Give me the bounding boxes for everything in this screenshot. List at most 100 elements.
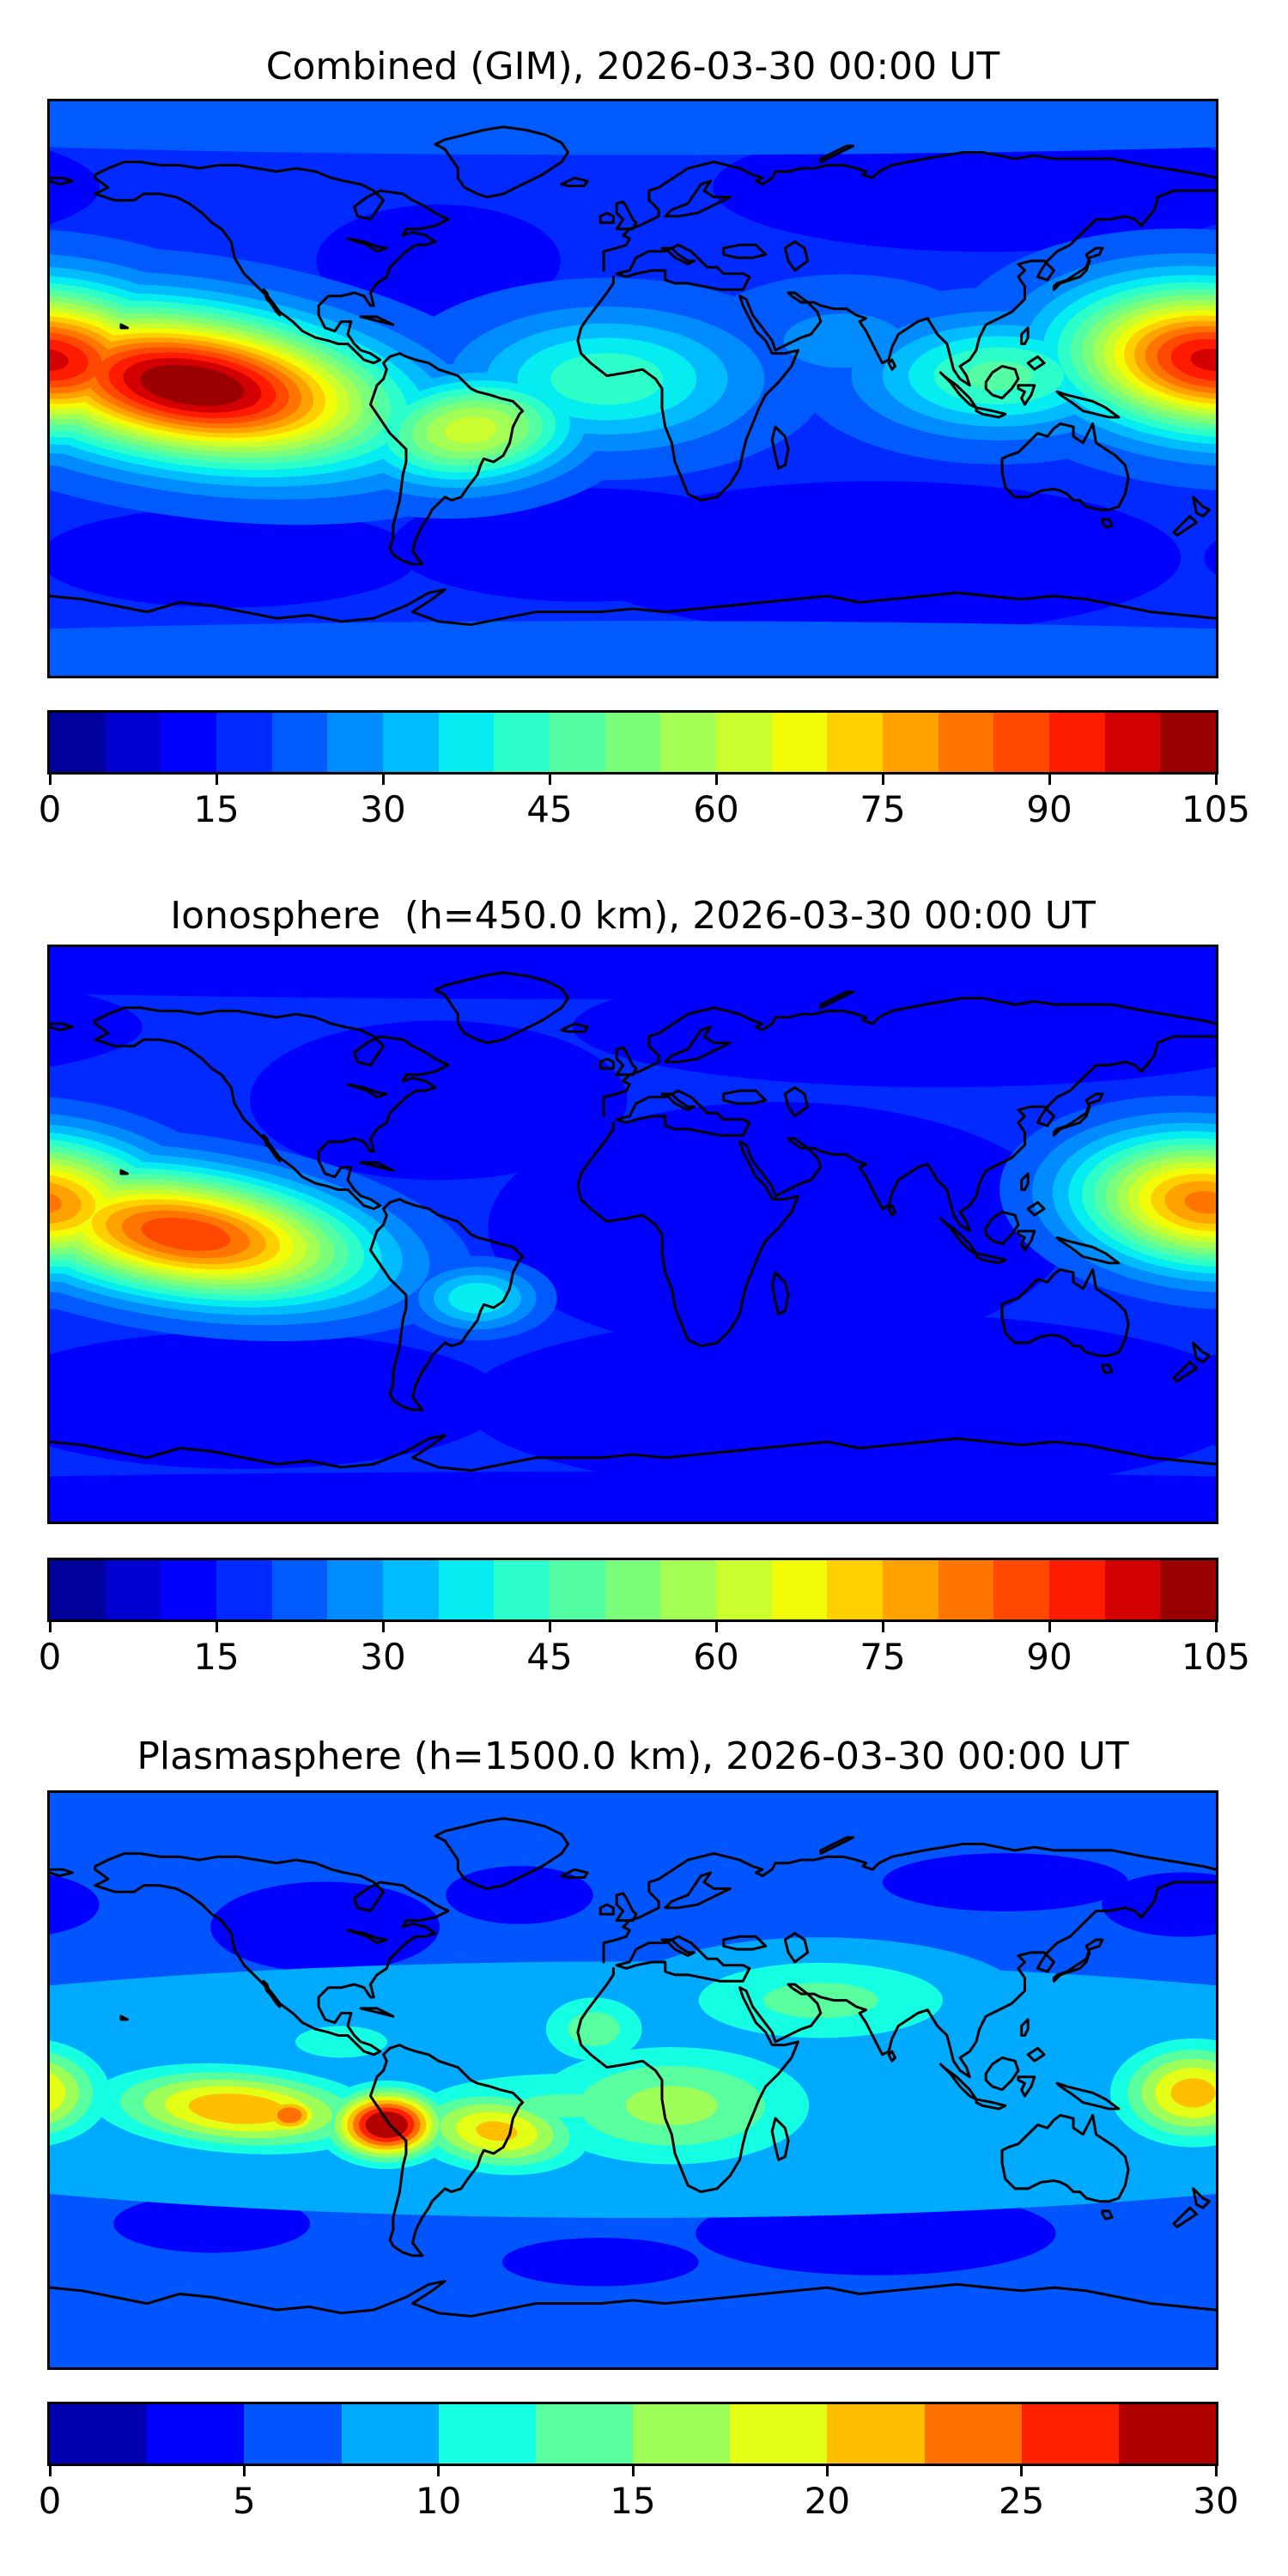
contour-band [743, 101, 1216, 148]
colorbar-tick-label: 60 [693, 788, 739, 830]
colorbar-segment [105, 1560, 161, 1619]
colorbar-segment [605, 1560, 661, 1619]
coastline-path [262, 1979, 282, 2008]
contour-band [188, 2093, 287, 2124]
colorbar-segment [438, 2404, 536, 2464]
colorbar-segment [1049, 1560, 1105, 1619]
coastline-path [664, 1871, 732, 1910]
contour-band [50, 338, 88, 381]
coastline-path [359, 1161, 395, 1172]
colorbar-segment [938, 713, 994, 772]
contour-band [392, 488, 777, 602]
coastline-path [1172, 2206, 1198, 2228]
coastlines [50, 125, 1216, 627]
colorbar-tick-label: 5 [232, 2480, 256, 2522]
colorbar-segment [161, 1560, 217, 1619]
contour-band [476, 2121, 518, 2142]
coastline-path [598, 211, 615, 224]
contour-band [50, 2072, 66, 2113]
colorbar-segment [660, 713, 717, 772]
contour-band [50, 507, 418, 608]
colorbar-segment [1160, 1560, 1217, 1619]
colorbar-tick-label: 30 [1193, 2480, 1239, 2522]
coastline-path [984, 364, 1020, 400]
colorbar-tick [48, 1622, 52, 1632]
coastline-path [783, 1086, 810, 1118]
colorbar-segment [438, 713, 495, 772]
coastline-path [576, 1035, 1216, 1348]
coastline-path [560, 176, 589, 187]
coastline-path [819, 990, 855, 1010]
coastlines [50, 971, 1216, 1473]
coastline-path [664, 179, 732, 218]
contour-band [316, 204, 561, 318]
contour-band [276, 2107, 302, 2123]
coastline-path [1055, 2081, 1121, 2111]
coastline-path [119, 323, 130, 330]
colorbar-segment [383, 1560, 439, 1619]
colorbar-tick [1048, 1622, 1051, 1632]
map-plasmasphere [47, 1790, 1218, 2370]
colorbar-tick [1214, 775, 1218, 785]
coastline-path [1026, 2046, 1046, 2063]
colorbar-tick-label: 45 [526, 788, 573, 830]
colorbar-tick-label: 45 [526, 1636, 573, 1678]
contour-band [210, 1881, 440, 1972]
colorbar-tick [48, 2466, 52, 2476]
coastline-path [434, 1817, 570, 1890]
contour-band [249, 1020, 628, 1181]
coastline-path [975, 1252, 1007, 1265]
coastline-path [598, 1903, 615, 1916]
coastline-path [50, 1022, 74, 1032]
contour-band [50, 349, 69, 371]
colorbar-tick [548, 775, 551, 785]
colorbar-segment [535, 2404, 634, 2464]
map-combined [47, 99, 1218, 678]
colorbar-segment [50, 713, 106, 772]
coastlines [50, 1817, 1216, 2318]
colorbar-ticks-plasmasphere: 0 5 10 15 20 25 30 [39, 2466, 1239, 2561]
colorbar-tick [714, 1622, 718, 1632]
coastline-path [50, 2280, 1216, 2318]
colorbar-tick-label: 25 [998, 2480, 1045, 2522]
coastline-path [434, 971, 570, 1044]
colorbar-tick [1020, 2466, 1024, 2476]
colorbar-tick-label: 30 [360, 788, 406, 830]
contour-band [1170, 2078, 1216, 2108]
coastline-path [1172, 514, 1198, 537]
colorbar-combined [47, 710, 1218, 775]
coastline-path [1101, 1364, 1114, 1375]
coastline-path [1052, 1938, 1104, 1983]
colorbar-tick-label: 60 [693, 1636, 739, 1678]
coastline-path [434, 125, 570, 198]
colorbar-segment [216, 713, 272, 772]
colorbar-segment [883, 713, 939, 772]
colorbar-segment [1160, 713, 1217, 772]
coastline-path [346, 1929, 388, 1945]
coastline-path [94, 1006, 450, 1211]
coastline-path [119, 1169, 130, 1176]
colorbar-segment [1118, 2404, 1217, 2464]
coastline-path [602, 150, 1216, 272]
coastline-path [1026, 1200, 1046, 1217]
colorbar-tick [215, 775, 218, 785]
coastline-path [359, 315, 395, 326]
colorbar-segment [216, 1560, 272, 1619]
contour-band [568, 2012, 620, 2046]
coastline-path [1026, 355, 1046, 371]
colorbar-tick-label: 90 [1026, 1636, 1072, 1678]
contour-band [612, 1476, 1216, 1522]
coastline-path [722, 243, 768, 259]
coastline-path [560, 1868, 589, 1879]
coastline-path [368, 2044, 525, 2257]
coastline-path [783, 240, 810, 272]
colorbar-segment [938, 1560, 994, 1619]
coastline-path [1000, 2113, 1130, 2203]
coastline-path [1020, 326, 1030, 345]
colorbar-segment [50, 1560, 106, 1619]
contour-band [573, 966, 1216, 1088]
colorbar-segment [605, 713, 661, 772]
coastline-path [50, 1434, 1216, 1473]
coastline-path [346, 1083, 388, 1099]
